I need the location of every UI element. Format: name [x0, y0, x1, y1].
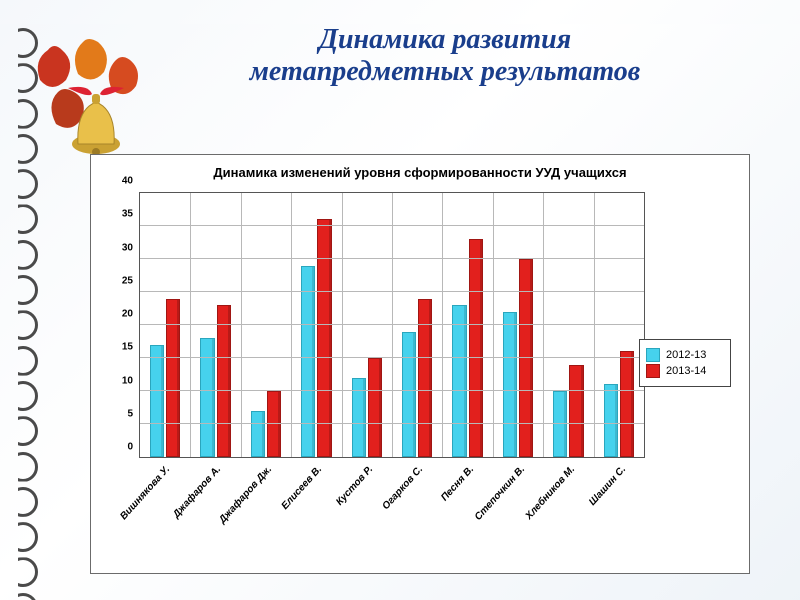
bar: [251, 411, 265, 457]
y-tick-label: 40: [122, 176, 133, 187]
y-tick-label: 15: [122, 342, 133, 353]
y-tick-label: 30: [122, 242, 133, 253]
bar: [166, 299, 180, 457]
legend-label: 2012-13: [666, 349, 706, 361]
gridline-v: [342, 193, 343, 457]
bar: [368, 358, 382, 457]
y-tick-label: 25: [122, 275, 133, 286]
legend-swatch: [646, 348, 660, 362]
y-tick-label: 20: [122, 309, 133, 320]
y-tick-label: 10: [122, 375, 133, 386]
bar: [267, 391, 281, 457]
x-axis: Вишнякова У.Джафаров А.Джафаров Дж.Елисе…: [139, 460, 645, 538]
bar: [418, 299, 432, 457]
gridline-v: [291, 193, 292, 457]
legend-item: 2013-14: [646, 364, 724, 378]
x-tick-label: Вишнякова У.: [119, 464, 173, 522]
y-tick-label: 0: [127, 442, 133, 453]
chart-container: Динамика изменений уровня сформированнос…: [90, 154, 750, 574]
legend-item: 2012-13: [646, 348, 724, 362]
slide-title-line2: метапредметных результатов: [250, 56, 641, 87]
x-tick-label: Джафаров Дж.: [217, 464, 274, 526]
chart-title: Динамика изменений уровня сформированнос…: [105, 165, 735, 180]
bar: [402, 332, 416, 457]
chart-body: 0510152025303540 Вишнякова У.Джафаров А.…: [105, 188, 735, 538]
x-tick-label: Хлебников М.: [524, 464, 578, 522]
gridline-v: [594, 193, 595, 457]
slide-title-line1: Динамика развития: [319, 24, 571, 55]
y-tick-label: 5: [127, 408, 133, 419]
legend-label: 2013-14: [666, 365, 706, 377]
bar: [452, 305, 466, 457]
slide-title: Динамика развития метапредметных результ…: [150, 24, 740, 88]
bar: [569, 365, 583, 457]
gridline-v: [190, 193, 191, 457]
x-tick-label: Огарков С.: [381, 464, 426, 512]
gridline-v: [392, 193, 393, 457]
bar: [469, 239, 483, 457]
bar: [217, 305, 231, 457]
plot-area: [139, 192, 645, 458]
gridline-v: [442, 193, 443, 457]
bar: [317, 219, 331, 457]
gridline-v: [493, 193, 494, 457]
spiral-binding: [6, 24, 34, 600]
bar: [604, 384, 618, 457]
x-tick-label: Джафаров А.: [171, 464, 223, 520]
bar: [553, 391, 567, 457]
bar: [519, 259, 533, 457]
legend: 2012-13 2013-14: [639, 339, 731, 387]
x-tick-label: Кустов Р.: [334, 464, 375, 508]
gridline-v: [543, 193, 544, 457]
gridline-v: [241, 193, 242, 457]
x-tick-label: Песня В.: [439, 464, 476, 503]
bar: [150, 345, 164, 457]
y-axis: 0510152025303540: [105, 192, 137, 458]
bar: [301, 266, 315, 457]
legend-swatch: [646, 364, 660, 378]
bar: [620, 351, 634, 457]
x-tick-label: Степочкин В.: [472, 464, 526, 523]
x-tick-label: Елисеев В.: [280, 464, 325, 512]
bar: [503, 312, 517, 457]
x-tick-label: Шашин С.: [587, 464, 628, 508]
y-tick-label: 35: [122, 209, 133, 220]
